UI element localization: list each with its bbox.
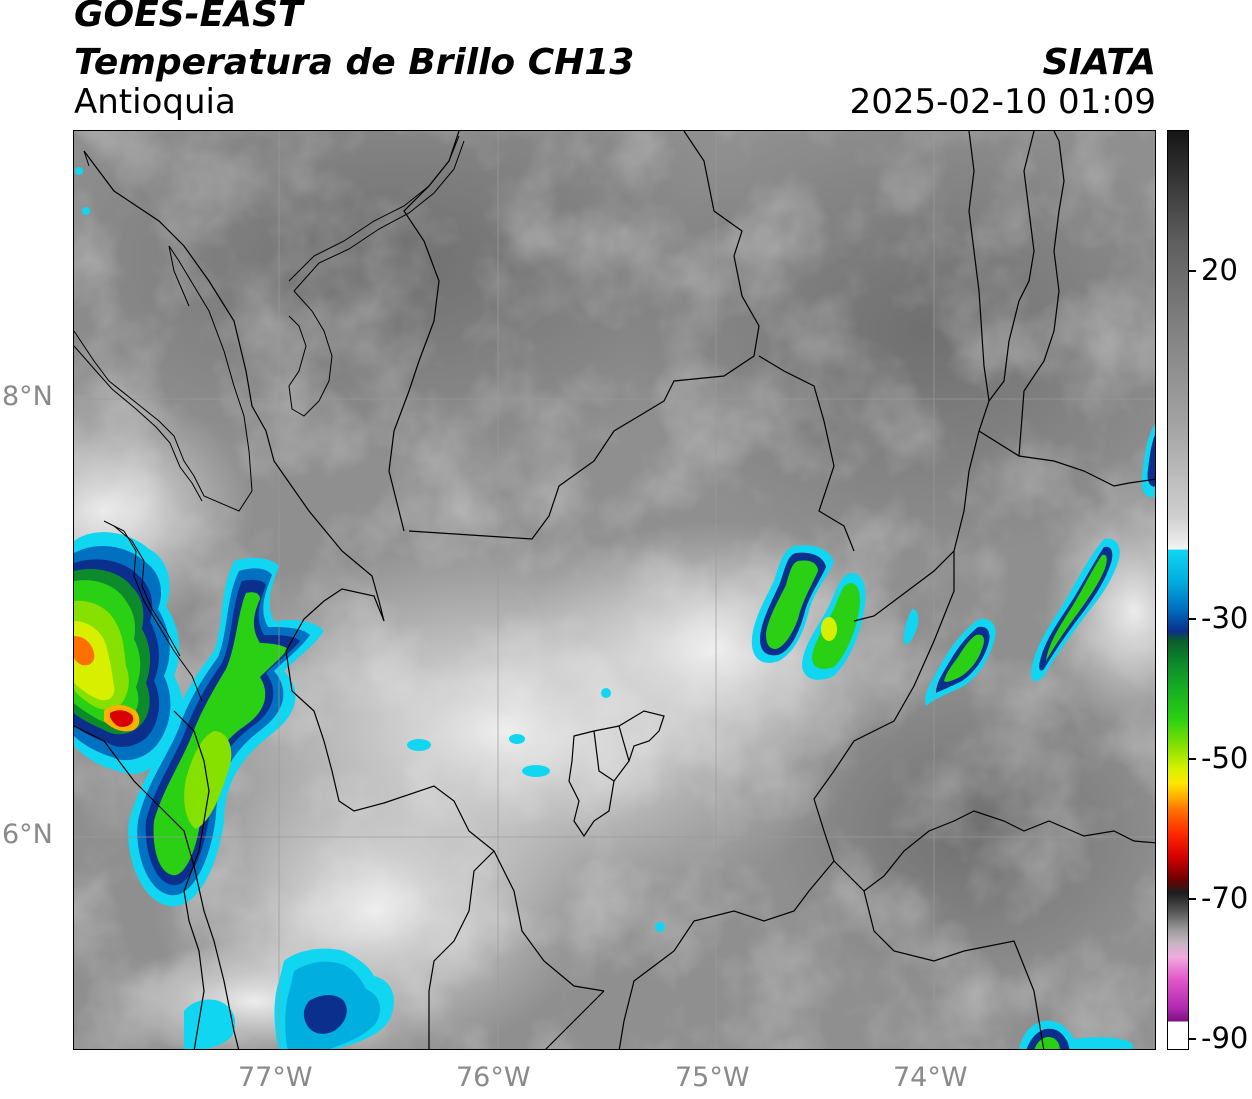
colorbar-label: 20	[1201, 253, 1238, 287]
lon-label-77w: 77°W	[238, 1062, 313, 1093]
region-label: Antioquia	[74, 82, 236, 122]
colorbar-tick	[1188, 1038, 1196, 1040]
lon-label-75w: 75°W	[675, 1062, 750, 1093]
lat-label-8n: 8°N	[2, 381, 53, 412]
coastlines	[74, 135, 465, 702]
datetime-label: 2025-02-10 01:09	[849, 82, 1156, 122]
lon-label-76w: 76°W	[456, 1062, 531, 1093]
colorbar-label: -30	[1201, 601, 1249, 635]
grayscale-cloud-field	[74, 131, 1155, 1049]
satellite-title: GOES-EAST	[74, 0, 303, 35]
colorbar-tick	[1188, 758, 1196, 760]
lat-label-6n: 6°N	[2, 819, 53, 850]
colorbar-tick	[1188, 618, 1196, 620]
colorbar-label: -50	[1201, 741, 1249, 775]
colorbar-label: -70	[1201, 881, 1249, 915]
lon-label-74w: 74°W	[893, 1062, 968, 1093]
colorbar-label: -90	[1201, 1021, 1249, 1055]
product-title: Temperatura de Brillo CH13	[74, 42, 635, 83]
colorbar-tick	[1188, 270, 1196, 272]
colorbar-tick	[1188, 898, 1196, 900]
agency-label: SIATA	[1042, 42, 1156, 83]
convective-cloud-tops	[74, 167, 1155, 1049]
colorbar	[1167, 130, 1189, 1050]
satellite-map[interactable]	[73, 130, 1156, 1050]
graticule	[74, 131, 1155, 1049]
